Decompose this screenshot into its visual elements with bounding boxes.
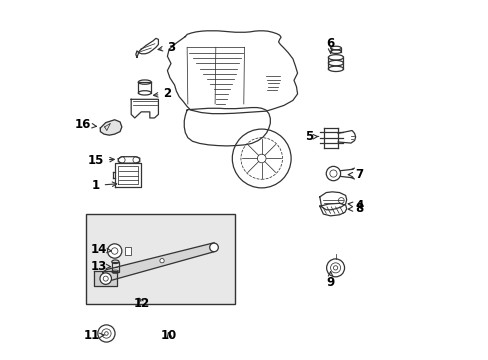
- Text: 7: 7: [347, 168, 363, 181]
- Circle shape: [160, 258, 164, 263]
- Polygon shape: [94, 271, 117, 286]
- Text: 13: 13: [91, 260, 110, 273]
- Bar: [112, 262, 119, 272]
- Text: 8: 8: [347, 202, 363, 215]
- Bar: [86, 214, 234, 304]
- Polygon shape: [100, 120, 122, 135]
- Text: 3: 3: [158, 41, 175, 54]
- Circle shape: [100, 273, 111, 284]
- Circle shape: [209, 243, 218, 252]
- Text: 6: 6: [326, 37, 334, 53]
- Text: 14: 14: [91, 243, 111, 256]
- Bar: [125, 247, 131, 255]
- Text: 12: 12: [134, 297, 150, 310]
- Polygon shape: [102, 243, 215, 282]
- Text: 4: 4: [347, 199, 363, 212]
- Text: 16: 16: [74, 118, 96, 131]
- Text: 9: 9: [326, 271, 334, 289]
- Text: 15: 15: [87, 154, 114, 167]
- Text: 11: 11: [84, 329, 104, 342]
- Circle shape: [98, 325, 115, 342]
- Text: 5: 5: [305, 130, 318, 144]
- Circle shape: [107, 244, 122, 258]
- Text: 10: 10: [161, 329, 177, 342]
- Text: 1: 1: [91, 179, 117, 192]
- Text: 2: 2: [153, 87, 171, 100]
